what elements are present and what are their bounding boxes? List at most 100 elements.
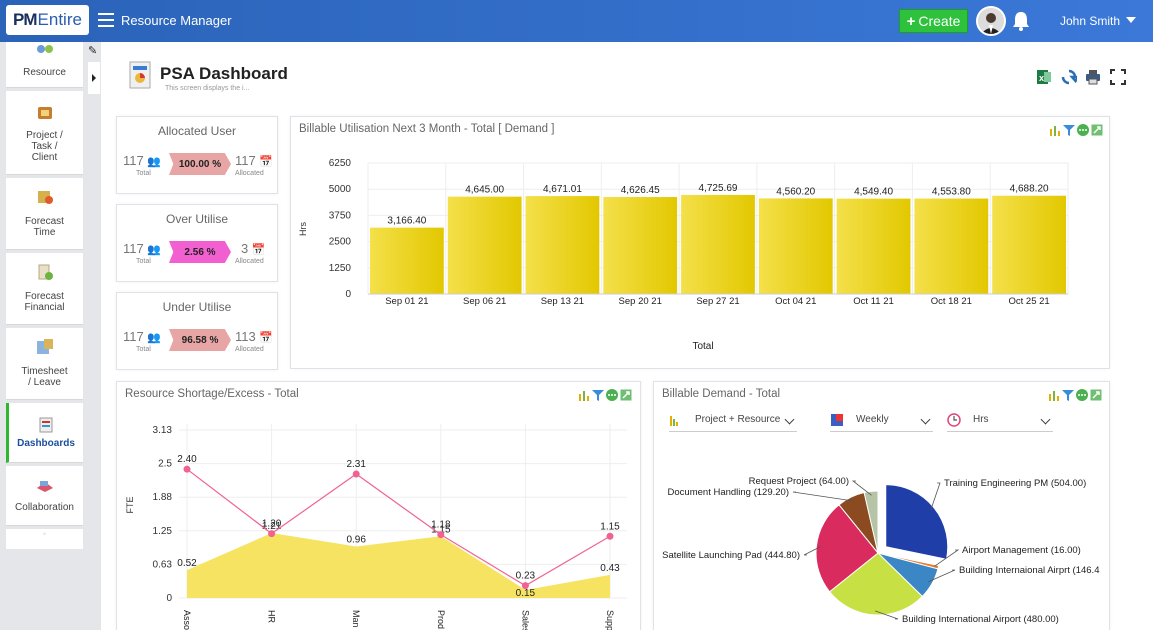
expand-icon[interactable] — [1090, 388, 1102, 401]
sidebar-item-forecast-time[interactable]: Forecast Time — [6, 178, 83, 250]
sidebar-item-label: Resource — [23, 67, 66, 78]
chart-type-icon[interactable] — [1049, 123, 1061, 136]
forecast-time-icon — [37, 191, 53, 204]
pencil-icon[interactable]: ✎ — [88, 45, 98, 57]
excel-export-icon[interactable]: x — [1036, 69, 1052, 85]
sidebar-item-project-task-client[interactable]: Project / Task / Client — [6, 91, 83, 175]
kpi-percent-badge: 96.58 % — [169, 329, 231, 351]
period-select[interactable]: Weekly — [830, 408, 933, 432]
resource-shortage-chart: 0 0.63 1.25 1.88 2.5 3.13 Asso HR Man Prod Sales Su… — [125, 424, 627, 630]
period-icon — [831, 413, 843, 426]
forecast-financial-icon — [38, 264, 53, 280]
resource-icon — [36, 45, 53, 53]
user-menu[interactable]: John Smith — [1060, 14, 1137, 28]
line-point — [521, 582, 529, 590]
fullscreen-icon[interactable] — [1110, 69, 1126, 85]
bell-icon[interactable] — [1011, 10, 1031, 32]
y-tick-label: 1.88 — [153, 492, 173, 503]
y-tick-label: 0 — [166, 593, 172, 604]
filter-icon[interactable] — [592, 388, 604, 401]
area-data-label: 0.43 — [600, 563, 620, 574]
line-point — [437, 531, 445, 539]
select-value: Project + Resource — [695, 414, 781, 425]
sidebar-item-forecast-financial[interactable]: Forecast Financial — [6, 253, 83, 325]
chart-type-icon[interactable] — [578, 388, 590, 401]
avatar[interactable] — [976, 6, 1006, 36]
users-icon: 👥 — [147, 332, 162, 344]
area-series — [187, 533, 610, 598]
pie-leader-line — [851, 480, 872, 496]
sidebar-item-collaboration[interactable]: Collaboration — [6, 466, 83, 526]
filter-icon[interactable] — [1062, 388, 1074, 401]
hamburger-menu-icon[interactable] — [98, 13, 114, 27]
billable-utilisation-panel: Billable Utilisation Next 3 Month - Tota… — [290, 116, 1110, 369]
pie-leader-line — [792, 491, 853, 502]
more-options-icon[interactable] — [1077, 123, 1089, 136]
y-tick-label: 2.5 — [158, 459, 172, 470]
sidebar-item-more[interactable]: ◦ — [6, 529, 83, 549]
line-data-label: 0.23 — [516, 571, 536, 582]
top-navbar: PM Entire Resource Manager + Create John … — [0, 0, 1153, 42]
collaboration-icon — [36, 481, 53, 492]
sidebar-item-label: Collaboration — [15, 502, 74, 513]
expand-icon[interactable] — [1091, 123, 1103, 136]
bar-value-label: 4,560.20 — [776, 186, 815, 197]
unit-select[interactable]: Hrs — [947, 408, 1053, 432]
caret-down-icon — [1126, 17, 1137, 23]
app-logo[interactable]: PM Entire — [6, 5, 89, 35]
panel-title: Billable Utilisation Next 3 Month - Tota… — [299, 123, 555, 135]
kpi-total-value: 117 👥 — [123, 241, 162, 256]
line-data-label: 1.18 — [431, 520, 451, 531]
sidebar-item-timesheet-leave[interactable]: Timesheet / Leave — [6, 328, 83, 400]
y-tick-label: 3750 — [329, 210, 352, 221]
sidebar-item-label: Timesheet / Leave — [21, 366, 68, 388]
x-tick-label: Sep 13 21 — [541, 296, 584, 307]
area-data-label: 0.15 — [516, 588, 536, 599]
panel-title: Billable Demand - Total — [662, 388, 781, 400]
plus-icon: + — [906, 12, 916, 30]
refresh-icon[interactable] — [1061, 69, 1081, 85]
svg-text:x: x — [1039, 73, 1044, 83]
chart-type-icon[interactable] — [1048, 388, 1060, 401]
x-tick-label: Oct 11 21 — [853, 296, 894, 307]
y-tick-label: 2500 — [329, 237, 352, 248]
select-value: Hrs — [973, 414, 989, 425]
expand-icon[interactable] — [620, 388, 632, 401]
group-by-select[interactable]: Project + Resource — [669, 408, 797, 432]
bar-value-label: 4,645.00 — [465, 185, 504, 196]
sidebar-toggle[interactable] — [88, 62, 100, 94]
bar-value-label: 4,549.40 — [854, 187, 893, 198]
more-options-icon[interactable] — [1076, 388, 1088, 401]
bar — [370, 227, 444, 294]
pie-slice-label: Request Project (64.00) — [749, 476, 849, 487]
x-tick-label: Prod — [436, 610, 446, 629]
panel-actions — [578, 388, 632, 402]
sidebar-item-dashboards[interactable]: Dashboards — [6, 403, 83, 463]
create-button[interactable]: + Create — [899, 9, 968, 33]
panel-actions — [1049, 123, 1103, 137]
filter-icon[interactable] — [1063, 123, 1075, 136]
bar-value-label: 3,166.40 — [387, 216, 426, 227]
x-tick-label: Supp — [605, 610, 615, 630]
kpi-percent-badge: 2.56 % — [169, 241, 231, 263]
pie-slice — [828, 552, 923, 616]
kpi-allocated-value: 117 📅 — [235, 153, 274, 168]
area-data-label: 1.21 — [262, 521, 282, 532]
chevron-down-icon — [784, 414, 795, 425]
bar — [992, 195, 1066, 294]
pie-slice-label: Building International Airport (480.00) — [902, 614, 1059, 625]
resource-shortage-panel: Resource Shortage/Excess - Total 0 0.63 1.… — [116, 381, 641, 630]
pie-leader-line — [928, 569, 956, 583]
billable-demand-chart: Training Engineering PM (504.00) Airport … — [662, 476, 1099, 625]
y-tick-label: 3.13 — [153, 425, 173, 436]
more-options-icon[interactable] — [606, 388, 618, 401]
pie-slice-label: Satellite Launching Pad (444.80) — [662, 550, 800, 561]
sidebar-item-resource[interactable]: Resource — [6, 42, 83, 88]
page-title: PSA Dashboard — [160, 64, 288, 83]
pie-leader-line — [803, 546, 821, 556]
area-data-label: 0.96 — [346, 534, 366, 545]
x-tick-label: Sep 06 21 — [463, 296, 506, 307]
line-data-label: 2.40 — [177, 454, 197, 465]
print-icon[interactable] — [1085, 69, 1101, 85]
bar — [758, 198, 833, 294]
